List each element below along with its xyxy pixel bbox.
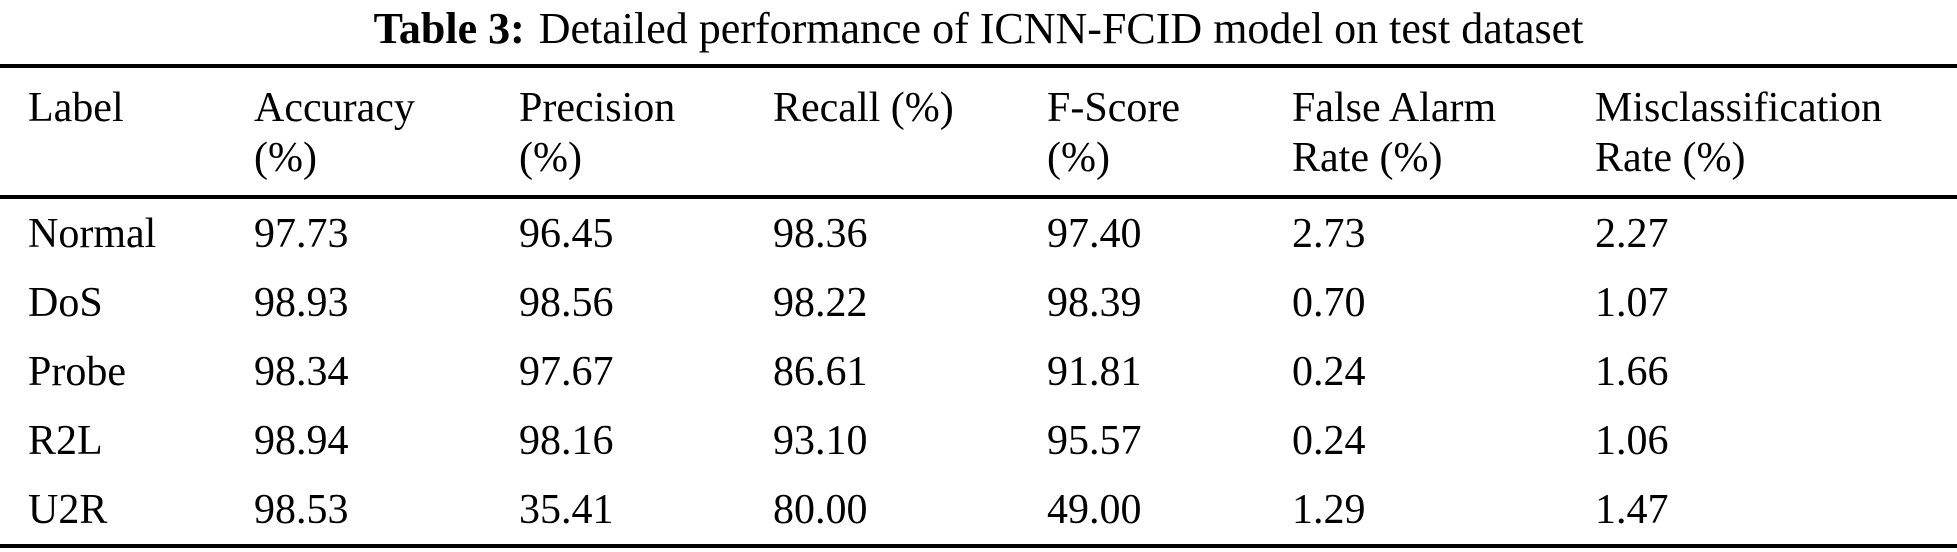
row-label-cell: U2R [28,486,108,533]
precision-cell: 35.41 [519,486,614,533]
false-alarm-rate-cell: 1.29 [1292,486,1366,533]
fscore-cell: 97.40 [1047,210,1142,257]
table-header: Label Accuracy (%) Precision (%) Recall … [0,66,1957,197]
false-alarm-rate-cell: 0.24 [1292,417,1366,464]
misclassification-rate-cell: 2.27 [1595,210,1669,257]
table-row-probe: Probe 98.34 97.67 86.61 91.81 0.24 1.66 [0,337,1957,406]
table-caption: Table 3: Detailed performance of ICNN-FCI… [0,0,1957,64]
precision-cell: 98.56 [519,279,614,326]
column-header-fscore: F-Score (%) [1047,85,1180,181]
performance-table: Label Accuracy (%) Precision (%) Recall … [0,64,1957,548]
column-header-accuracy: Accuracy (%) [254,85,415,181]
recall-cell: 98.36 [773,210,868,257]
table-row-normal: Normal 97.73 96.45 98.36 97.40 2.73 2.27 [0,197,1957,268]
row-label-cell: Probe [28,348,126,395]
header-row: Label Accuracy (%) Precision (%) Recall … [0,66,1957,197]
accuracy-cell: 98.34 [254,348,349,395]
misclassification-rate-cell: 1.06 [1595,417,1669,464]
row-label-cell: R2L [28,417,103,464]
misclassification-rate-cell: 1.07 [1595,279,1669,326]
table-row-r2l: R2L 98.94 98.16 93.10 95.57 0.24 1.06 [0,406,1957,475]
false-alarm-rate-cell: 2.73 [1292,210,1366,257]
misclassification-rate-cell: 1.66 [1595,348,1669,395]
fscore-cell: 49.00 [1047,486,1142,533]
column-header-label: Label [28,85,124,131]
precision-cell: 96.45 [519,210,614,257]
fscore-cell: 91.81 [1047,348,1142,395]
row-label-cell: Normal [28,210,157,257]
misclassification-rate-cell: 1.47 [1595,486,1669,533]
row-label-cell: DoS [28,279,103,326]
accuracy-cell: 98.93 [254,279,349,326]
false-alarm-rate-cell: 0.70 [1292,279,1366,326]
recall-cell: 86.61 [773,348,868,395]
column-header-precision: Precision (%) [519,85,676,181]
accuracy-cell: 98.53 [254,486,349,533]
precision-cell: 97.67 [519,348,614,395]
table-caption-text: Detailed performance of ICNN-FCID model … [538,4,1584,53]
precision-cell: 98.16 [519,417,614,464]
fscore-cell: 98.39 [1047,279,1142,326]
recall-cell: 93.10 [773,417,868,464]
column-header-recall: Recall (%) [773,85,954,131]
table-row-dos: DoS 98.93 98.56 98.22 98.39 0.70 1.07 [0,268,1957,337]
recall-cell: 80.00 [773,486,868,533]
column-header-misclassification-rate: Misclassification Rate (%) [1595,85,1882,181]
recall-cell: 98.22 [773,279,868,326]
column-header-false-alarm-rate: False Alarm Rate (%) [1292,85,1497,181]
table-body: Normal 97.73 96.45 98.36 97.40 2.73 2.27… [0,197,1957,546]
fscore-cell: 95.57 [1047,417,1142,464]
false-alarm-rate-cell: 0.24 [1292,348,1366,395]
table-caption-number: Table 3: [373,4,525,53]
table-row-u2r: U2R 98.53 35.41 80.00 49.00 1.29 1.47 [0,475,1957,546]
accuracy-cell: 98.94 [254,417,349,464]
accuracy-cell: 97.73 [254,210,349,257]
